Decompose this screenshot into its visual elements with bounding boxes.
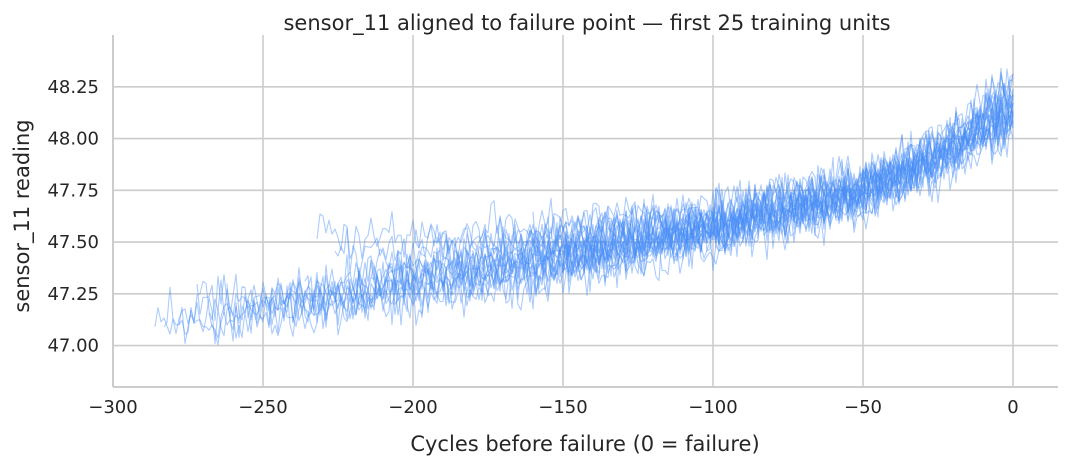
x-tick-label: 0	[1007, 397, 1018, 418]
series-line	[352, 104, 1014, 296]
y-tick-labels: 47.00 47.25 47.50 47.75 48.00 48.25	[47, 77, 99, 357]
series-line	[226, 94, 1014, 331]
x-tick-labels: −300 −250 −200 −150 −100 −50 0	[88, 397, 1018, 418]
series-line	[478, 74, 1014, 263]
x-tick-label: −200	[388, 397, 437, 418]
series-line	[196, 82, 1014, 322]
series-line	[547, 94, 1014, 276]
axis-spines	[112, 35, 1058, 388]
series-line	[304, 95, 1014, 313]
x-tick-label: −150	[538, 397, 587, 418]
series-line	[436, 103, 1014, 272]
series-line	[556, 67, 1014, 262]
series-line	[208, 110, 1014, 342]
x-tick-label: −250	[238, 397, 287, 418]
series-line	[388, 109, 1014, 294]
series-line	[178, 106, 1014, 345]
y-tick-label: 48.25	[47, 77, 99, 98]
series-line	[517, 113, 1014, 281]
series-line	[163, 94, 1014, 334]
series-line	[154, 95, 1014, 346]
series-layer	[154, 67, 1014, 346]
series-line	[562, 97, 1014, 277]
y-axis-label: sensor_11 reading	[10, 119, 35, 312]
x-axis-label: Cycles before failure (0 = failure)	[410, 432, 759, 456]
y-tick-label: 48.00	[47, 129, 99, 150]
series-line	[502, 99, 1014, 278]
series-line	[454, 92, 1014, 304]
series-line	[247, 71, 1014, 316]
series-line	[316, 74, 1014, 260]
y-tick-label: 47.25	[47, 284, 99, 305]
series-line	[268, 101, 1014, 337]
series-line	[532, 88, 1014, 253]
chart-title: sensor_11 aligned to failure point — fir…	[283, 11, 890, 36]
x-tick-label: −300	[88, 397, 137, 418]
y-tick-label: 47.50	[47, 232, 99, 253]
series-line	[334, 85, 1014, 278]
x-tick-label: −100	[688, 397, 737, 418]
series-line	[286, 76, 1014, 319]
y-tick-label: 47.75	[47, 180, 99, 201]
grid-layer	[112, 35, 1058, 387]
y-tick-label: 47.00	[47, 336, 99, 357]
series-line	[412, 83, 1014, 268]
x-tick-label: −50	[844, 397, 882, 418]
series-line	[370, 68, 1014, 286]
